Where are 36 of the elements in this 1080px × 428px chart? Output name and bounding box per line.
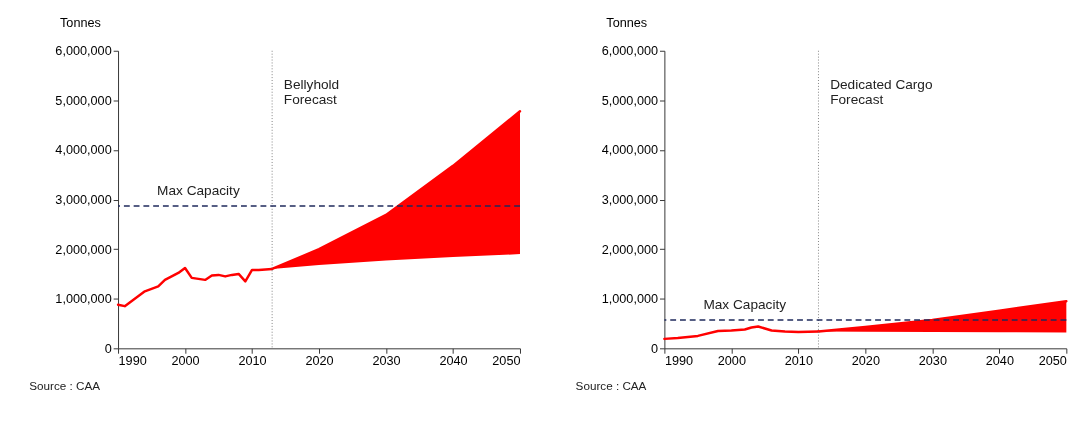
- x-tick-label: 1990: [664, 354, 694, 369]
- x-tick-label: 1990: [118, 354, 147, 369]
- x-tick-label: 2000: [171, 354, 200, 369]
- y-tick-label: 0: [104, 341, 112, 356]
- x-tick-label: 2050: [492, 354, 521, 369]
- y-tick-label: 6,000,000: [601, 44, 659, 59]
- y-tick-label: 1,000,000: [55, 292, 112, 307]
- y-tick-label: 2,000,000: [601, 242, 659, 257]
- y-tick-label: 4,000,000: [55, 143, 112, 158]
- y-tick-label: 1,000,000: [601, 292, 659, 307]
- y-tick-label: 4,000,000: [601, 143, 659, 158]
- y-tick-label: 2,000,000: [55, 242, 112, 257]
- y-tick-label: 5,000,000: [601, 93, 659, 108]
- x-tick-label: 2040: [439, 354, 468, 369]
- y-tick-label: 3,000,000: [55, 192, 112, 207]
- y-axis-title: Tonnes: [606, 15, 648, 30]
- y-tick-label: 3,000,000: [601, 192, 659, 207]
- x-tick-label: 2030: [918, 354, 947, 369]
- x-tick-label: 2010: [238, 354, 267, 369]
- y-tick-label: 0: [650, 341, 659, 356]
- x-tick-label: 2050: [1038, 354, 1067, 369]
- y-axis-title: Tonnes: [60, 15, 101, 30]
- annotation: Dedicated Cargo Forecast: [830, 76, 933, 108]
- x-tick-label: 2010: [784, 354, 813, 369]
- ref-line-label: Max Capacity: [703, 297, 787, 313]
- annotation: Bellyhold Forecast: [283, 76, 340, 108]
- source-note: Source : CAA: [29, 379, 101, 393]
- x-tick-label: 2030: [372, 354, 401, 369]
- y-tick-label: 6,000,000: [55, 44, 112, 59]
- x-tick-label: 2040: [985, 354, 1014, 369]
- x-tick-label: 2000: [717, 354, 746, 369]
- source-note: Source : CAA: [575, 379, 647, 393]
- x-tick-label: 2020: [305, 354, 334, 369]
- ref-line-label: Max Capacity: [157, 183, 240, 199]
- y-tick-label: 5,000,000: [55, 93, 112, 108]
- x-tick-label: 2020: [851, 354, 880, 369]
